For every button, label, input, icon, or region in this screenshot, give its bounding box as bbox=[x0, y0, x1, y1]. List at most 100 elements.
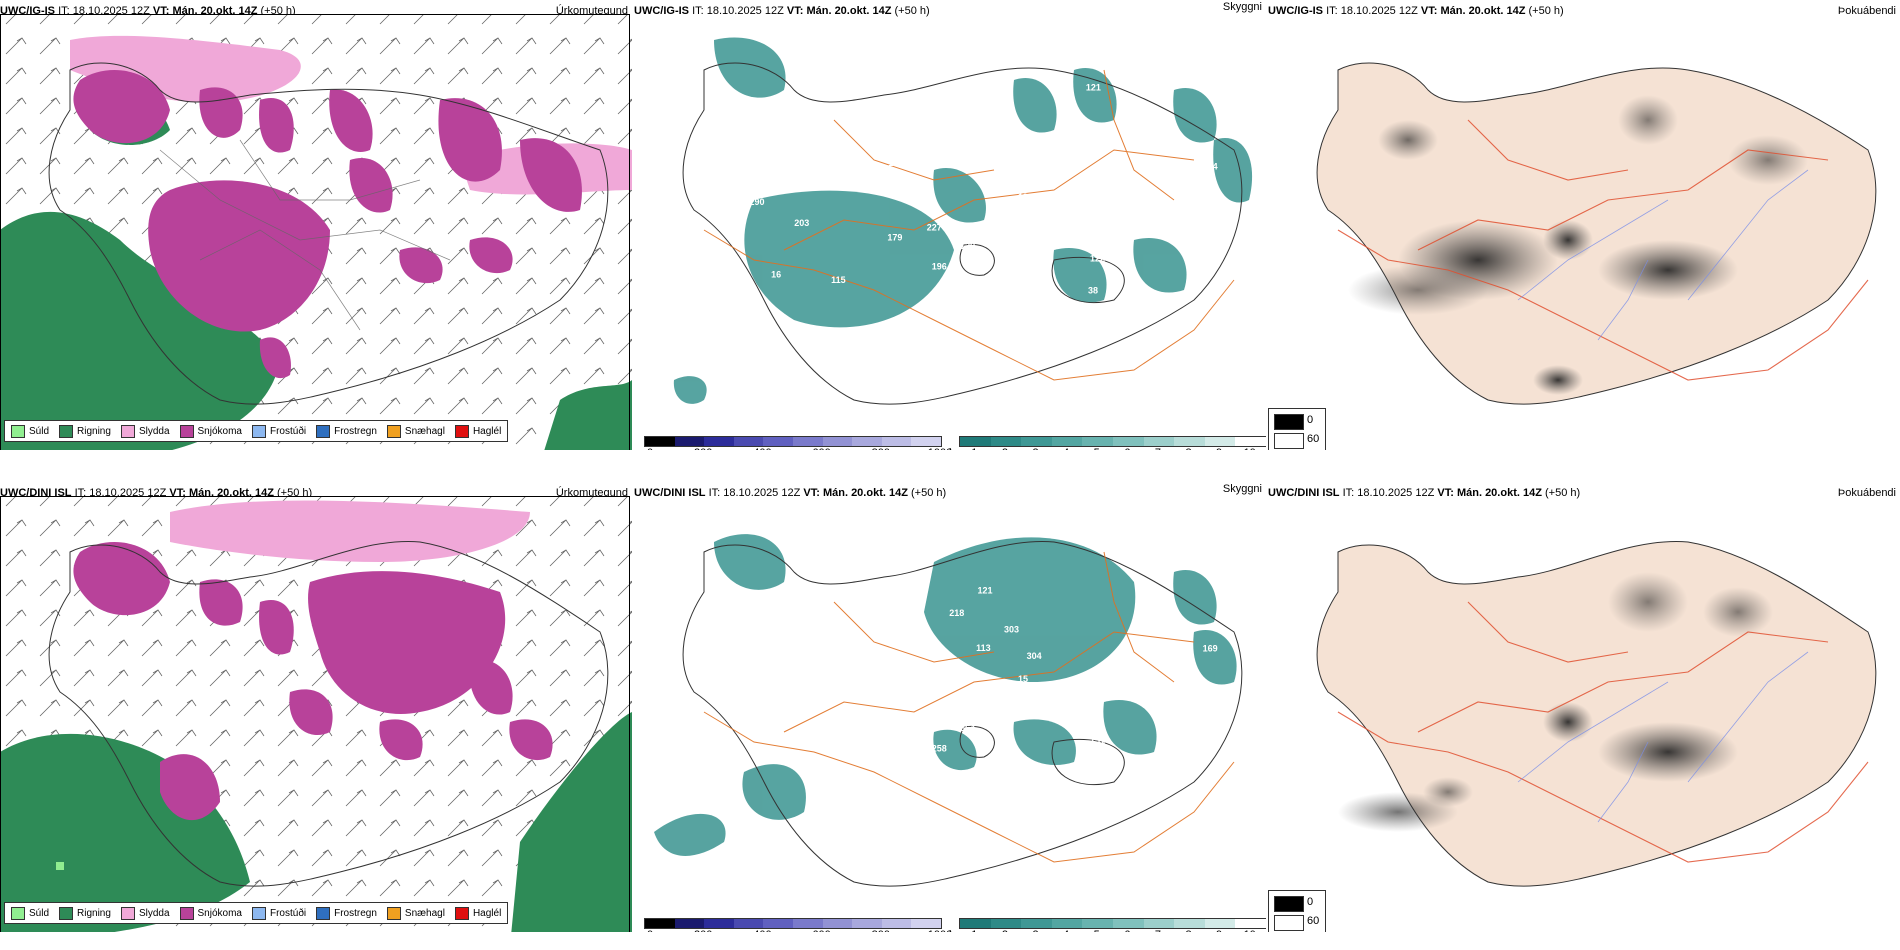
colorbar-tick: 9 bbox=[1216, 929, 1222, 932]
legend-swatch bbox=[454, 906, 469, 920]
vt-label: VT: bbox=[803, 487, 820, 499]
elevation-label: 99 bbox=[1152, 84, 1162, 94]
elevation-label: 126 bbox=[1088, 767, 1103, 777]
colorbar-segment bbox=[1112, 437, 1144, 446]
colorbar-segment bbox=[881, 919, 912, 928]
elevation-label: 38 bbox=[1088, 285, 1098, 295]
colorbar-tick: 800 bbox=[872, 929, 890, 932]
colorbar-segment bbox=[1143, 437, 1175, 446]
colorbar-segment bbox=[704, 919, 734, 928]
elevation-label: 295 bbox=[949, 126, 964, 136]
colorbar-strip bbox=[959, 436, 1266, 447]
legend-label: Haglél bbox=[472, 907, 502, 919]
elevation-label: 303 bbox=[1004, 625, 1019, 635]
colorbar-tick: 200 bbox=[694, 929, 712, 932]
colorbar-tick: 0 bbox=[647, 929, 653, 932]
vt-label: VT: bbox=[1437, 487, 1454, 499]
fog-key: 0 60 bbox=[1268, 408, 1326, 450]
colorbar-tick: 3 bbox=[1032, 447, 1038, 450]
elevation-label: 889 bbox=[1075, 226, 1090, 236]
elevation-label: 258 bbox=[932, 743, 947, 753]
colorbar-segment bbox=[763, 437, 793, 446]
fog-key-max: 60 bbox=[1307, 915, 1320, 927]
legend-item: Rigning bbox=[59, 424, 111, 438]
elevation-label: 900 bbox=[1147, 688, 1162, 698]
it-label: IT: bbox=[1326, 5, 1338, 17]
legend-swatch bbox=[179, 906, 194, 920]
colorbar-segment bbox=[1204, 437, 1236, 446]
it-value: 18.10.2025 12Z bbox=[723, 487, 801, 499]
precip-type-panel-1: UWC/IG-IS IT: 18.10.2025 12Z VT: Mán. 20… bbox=[0, 0, 632, 450]
elevation-label: 43 bbox=[965, 50, 975, 60]
fog-key-swatch-white bbox=[1274, 433, 1304, 449]
visibility-map: 15 47 121 126 280 304 258 768 374 292 303 146 239 169… bbox=[634, 502, 1266, 912]
legend-swatch bbox=[59, 906, 74, 920]
model-name: UWC/IG-IS bbox=[1268, 5, 1323, 17]
lead-time: (+50 h) bbox=[1528, 5, 1564, 17]
elevation-label: 115 bbox=[831, 275, 846, 285]
it-value: 18.10.2025 12Z bbox=[1357, 487, 1435, 499]
visibility-colorbar: km 1 2 3 4 5 6 7 8 9 10 bbox=[949, 436, 1266, 450]
colorbar-tick: 1000 bbox=[928, 447, 952, 450]
elevation-label: 16 bbox=[771, 270, 781, 280]
elevation-label: 330 bbox=[1007, 272, 1022, 282]
fog-panel-1: UWC/IG-IS IT: 18.10.2025 12Z VT: Mán. 20… bbox=[1268, 0, 1900, 450]
elevation-label: 198 bbox=[1175, 236, 1190, 246]
elevation-label: 23 bbox=[771, 752, 781, 762]
colorbar-tick: 1 bbox=[971, 929, 977, 932]
colorbar-segment bbox=[674, 919, 705, 928]
elevation-label: 364 bbox=[960, 723, 975, 733]
colorbar-segment bbox=[1051, 437, 1083, 446]
precip-legend: Súld Rigning Slydda Snjókoma Frostúði Frostre… bbox=[4, 902, 509, 924]
colorbar-tick: 6 bbox=[1124, 447, 1130, 450]
colorbar-segment bbox=[1051, 919, 1083, 928]
legend-swatch bbox=[251, 424, 266, 438]
elevation-label: 122 bbox=[1090, 253, 1105, 263]
lead-time: (+50 h) bbox=[911, 487, 947, 499]
colorbar-tick: 600 bbox=[812, 447, 830, 450]
legend-label: Slydda bbox=[138, 907, 170, 919]
colorbar-tick: 4 bbox=[1063, 929, 1069, 932]
elevation-label: 90 bbox=[750, 679, 760, 689]
it-value: 18.10.2025 12Z bbox=[1340, 5, 1418, 17]
visibility-colorbar: km 1 2 3 4 5 6 7 8 9 10 bbox=[949, 918, 1266, 932]
elevation-label: 113 bbox=[976, 643, 991, 653]
colorbar-segment bbox=[645, 437, 675, 446]
legend-swatch bbox=[11, 424, 25, 438]
precip-map bbox=[0, 14, 632, 450]
vt-value: Mán. 20.okt. 14Z bbox=[806, 5, 892, 17]
fog-panel-2: UWC/DINI ISL IT: 18.10.2025 12Z VT: Mán.… bbox=[1268, 482, 1900, 932]
elevation-label: 349 bbox=[878, 614, 893, 624]
it-value: 18.10.2025 12Z bbox=[706, 5, 784, 17]
colorbar-segment bbox=[822, 919, 853, 928]
elevation-label: 342 bbox=[865, 328, 880, 338]
elevation-label: 47 bbox=[887, 715, 897, 725]
visibility-panel-2: UWC/DINI ISL IT: 18.10.2025 12Z VT: Mán.… bbox=[634, 482, 1266, 932]
colorbar-segment bbox=[990, 437, 1022, 446]
legend-swatch bbox=[251, 906, 266, 920]
colorbar-segment bbox=[1204, 919, 1236, 928]
elevation-label: 243 bbox=[1147, 206, 1162, 216]
elevation-label: 218 bbox=[949, 608, 964, 618]
elevation-label: 304 bbox=[1027, 651, 1042, 661]
height-colorbar: m 0 200 400 600 800 1000 bbox=[634, 918, 952, 932]
legend-item: Snæhagl bbox=[386, 424, 445, 438]
colorbar-tick: 10 bbox=[1244, 447, 1256, 450]
colorbar-segment bbox=[852, 437, 882, 446]
panel-title: Skyggni bbox=[1222, 1, 1262, 13]
legend-swatch bbox=[120, 424, 135, 438]
legend-swatch bbox=[316, 424, 331, 438]
elevation-label: 196 bbox=[932, 261, 947, 271]
model-name: UWC/DINI ISL bbox=[1268, 487, 1340, 499]
model-name: UWC/IG-IS bbox=[634, 5, 689, 17]
elevation-label: 179 bbox=[887, 233, 902, 243]
elevation-label: 768 bbox=[884, 585, 899, 595]
elevation-label: 280 bbox=[714, 648, 729, 658]
colorbar-segment bbox=[1174, 919, 1205, 928]
fog-key-min: 0 bbox=[1307, 896, 1314, 908]
elevation-label: 227 bbox=[927, 223, 942, 233]
it-label: IT: bbox=[1342, 487, 1355, 499]
colorbar-tick: 1000 bbox=[928, 929, 952, 932]
elevation-label: 160 bbox=[1027, 169, 1042, 179]
colorbar-segment bbox=[1143, 919, 1175, 928]
